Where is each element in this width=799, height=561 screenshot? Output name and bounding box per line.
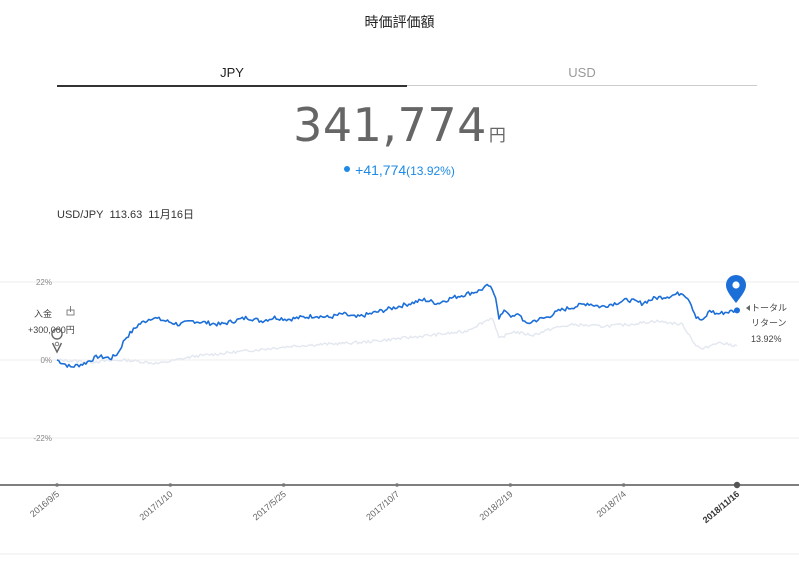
total-return-label-1: トータル: [751, 303, 787, 313]
current-point-marker: [726, 275, 746, 314]
x-tick-dot: [168, 483, 173, 487]
change-percent: (13.92%): [406, 164, 455, 178]
y-axis-ticks: 22% 0% -22%: [33, 278, 52, 443]
x-tick-label: 2018/2/19: [478, 489, 515, 522]
exchange-rate: USD/JPY 113.63 11月16日: [57, 206, 200, 222]
x-tick-label: 2018/7/4: [595, 489, 628, 519]
deposit-label: 入金: [34, 308, 52, 319]
location-pin-icon: [726, 275, 746, 303]
x-axis: 2016/9/5 2017/1/10 2017/5/25 2017/10/7 2018/…: [0, 481, 799, 525]
x-tick-dot: [395, 483, 399, 487]
deposit-marker-icon: [51, 328, 63, 354]
chart-series: [56, 283, 738, 368]
valuation-number: 341,774: [293, 98, 487, 152]
x-tick-dot: [621, 483, 626, 487]
x-tick-label: 2018/11/16: [701, 489, 742, 525]
deposit-amount: +300,000円: [28, 325, 75, 335]
valuation-change: +41,774(13.92%): [0, 162, 799, 178]
x-tick-dot: [281, 483, 286, 487]
rate-value: 113.63: [109, 209, 143, 221]
pointer-icon: [746, 305, 750, 311]
total-return-value: 13.92%: [751, 334, 782, 344]
x-tick-label: 2016/9/5: [28, 489, 61, 519]
rate-date: 11月16日: [148, 209, 194, 221]
change-amount: +41,774: [355, 162, 407, 178]
chart-grid: [0, 281, 799, 555]
change-dot-icon: [344, 166, 351, 173]
x-tick-label: 2017/10/7: [364, 489, 401, 522]
page-title: 時価評価額: [364, 14, 435, 30]
valuation-amount: 341,774 円: [0, 98, 799, 152]
total-return-annotation: トータル リターン 13.92%: [746, 303, 787, 344]
tab-usd[interactable]: USD: [407, 63, 757, 86]
currency-tabs: JPY USD: [57, 63, 757, 87]
x-tick-dot: [55, 483, 59, 487]
end-point-dot: [734, 307, 740, 314]
y-tick-label: 0%: [40, 356, 52, 365]
valuation-unit: 円: [488, 126, 506, 145]
series-line-portfolio: [56, 283, 738, 368]
series-line-benchmark: [56, 317, 738, 365]
deposit-annotation: 入金 +300,000円: [28, 306, 75, 354]
x-tick-dot: [508, 483, 513, 487]
rate-pair: USD/JPY: [57, 209, 104, 221]
x-tick-label: 2017/1/10: [138, 489, 175, 522]
deposit-icon: [66, 306, 75, 316]
tab-jpy[interactable]: JPY: [57, 63, 407, 87]
y-tick-label: -22%: [33, 434, 52, 443]
x-tick-dot: [733, 481, 741, 489]
y-tick-label: 22%: [36, 278, 52, 287]
x-tick-label: 2017/5/25: [251, 489, 288, 522]
total-return-label-2: リターン: [751, 318, 787, 328]
